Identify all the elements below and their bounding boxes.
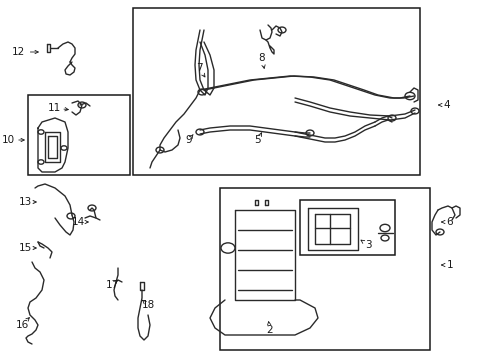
Text: 6: 6 [446,217,452,227]
Text: 2: 2 [266,325,273,335]
Text: 17: 17 [105,280,119,290]
Text: 12: 12 [11,47,24,57]
Bar [133,8,419,175]
Text: 11: 11 [47,103,61,113]
Text: 7: 7 [195,63,202,73]
Text: 13: 13 [19,197,32,207]
Bar [220,188,429,350]
Text: 3: 3 [364,240,370,250]
Text: 10: 10 [1,135,15,145]
Text: 1: 1 [446,260,452,270]
Text: 14: 14 [71,217,84,227]
Text: 4: 4 [443,100,449,110]
Text: 9: 9 [185,135,192,145]
Text: 5: 5 [254,135,261,145]
Bar [28,95,130,175]
Text: 18: 18 [141,300,154,310]
Text: 15: 15 [19,243,32,253]
Text: 8: 8 [258,53,265,63]
Bar [299,200,394,255]
Text: 16: 16 [15,320,29,330]
